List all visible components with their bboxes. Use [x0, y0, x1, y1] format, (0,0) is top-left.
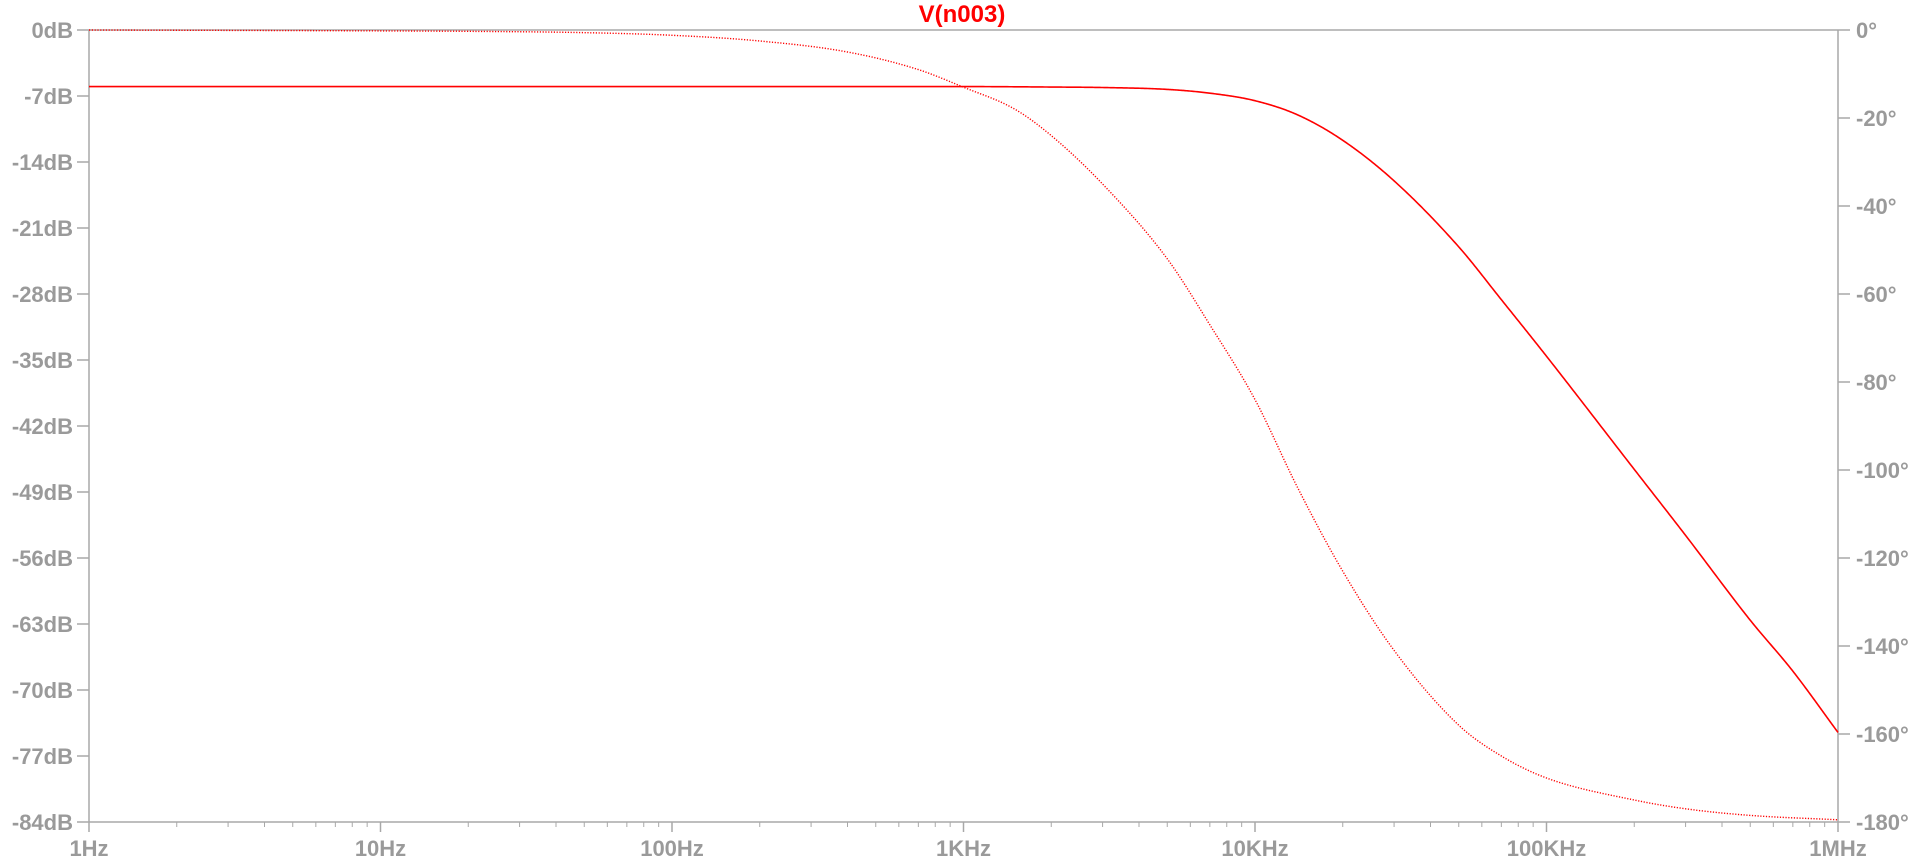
- y-right-tick-label: -80°: [1856, 370, 1897, 395]
- x-tick-label: 1Hz: [69, 836, 108, 861]
- y-left-tick-label: -77dB: [12, 744, 73, 769]
- x-tick-label: 100Hz: [640, 836, 704, 861]
- tick-marks: [77, 29, 1850, 832]
- y-left-tick-label: -42dB: [12, 414, 73, 439]
- x-tick-label: 10KHz: [1221, 836, 1288, 861]
- y-right-tick-label: -60°: [1856, 282, 1897, 307]
- y-left-tick-label: -63dB: [12, 612, 73, 637]
- y-left-tick-label: -21dB: [12, 216, 73, 241]
- y-right-tick-label: 0°: [1856, 18, 1877, 43]
- phase-trace: [88, 29, 1839, 821]
- y-left-tick-label: -14dB: [12, 150, 73, 175]
- y-left-tick-label: -28dB: [12, 282, 73, 307]
- y-left-tick-label: -56dB: [12, 546, 73, 571]
- y-right-tick-label: -40°: [1856, 194, 1897, 219]
- y-right-tick-label: -20°: [1856, 106, 1897, 131]
- magnitude-trace: [89, 85, 1839, 733]
- x-tick-label: 1KHz: [936, 836, 991, 861]
- series-traces: [88, 29, 1839, 821]
- y-left-tick-label: -49dB: [12, 480, 73, 505]
- y-left-tick-label: -70dB: [12, 678, 73, 703]
- y-right-tick-label: -140°: [1856, 634, 1909, 659]
- y-left-tick-label: -84dB: [12, 810, 73, 835]
- y-right-tick-label: -180°: [1856, 810, 1909, 835]
- tick-labels: 1Hz 10Hz 100Hz 1KHz 10KHz 100KHz 1MHz 0dB -7dB -1…: [12, 18, 1909, 861]
- y-right-tick-label: -120°: [1856, 546, 1909, 571]
- x-tick-label: 1MHz: [1809, 836, 1866, 861]
- axes: [88, 29, 1839, 823]
- y-left-tick-label: -35dB: [12, 348, 73, 373]
- y-right-tick-label: -160°: [1856, 722, 1909, 747]
- chart-title: V(n003): [919, 1, 1006, 28]
- x-tick-label: 10Hz: [355, 836, 406, 861]
- x-tick-label: 100KHz: [1507, 836, 1586, 861]
- y-left-tick-label: -7dB: [24, 84, 73, 109]
- y-right-tick-label: -100°: [1856, 458, 1909, 483]
- y-left-tick-label: 0dB: [31, 18, 73, 43]
